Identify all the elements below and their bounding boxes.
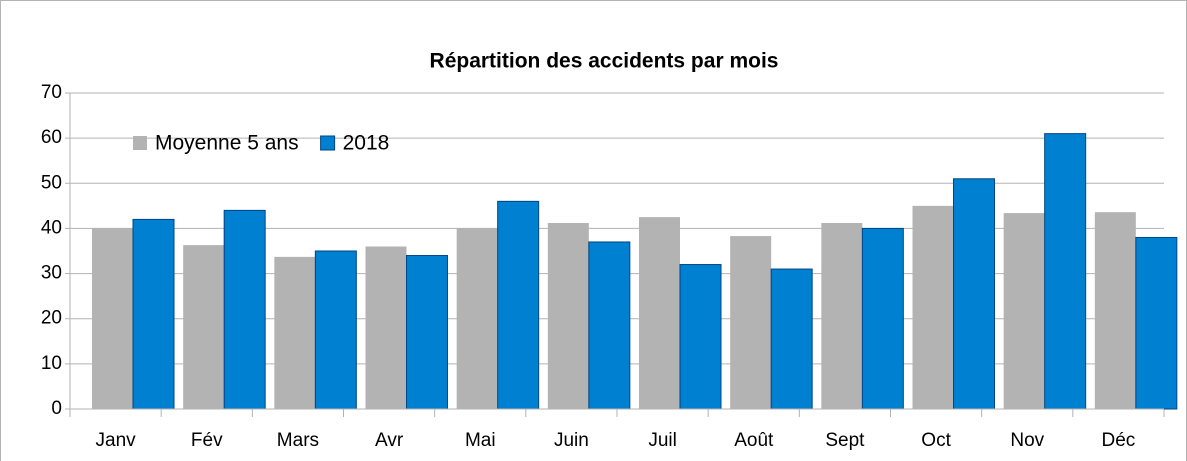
bar (821, 223, 863, 409)
bar (861, 227, 904, 410)
bar (912, 205, 954, 409)
bar (497, 200, 540, 410)
x-tick-label: Oct (921, 430, 951, 451)
bar (223, 209, 266, 410)
x-tick-label: Juin (554, 430, 589, 451)
x-tick-label: Août (734, 430, 774, 451)
bar (274, 256, 316, 409)
bar (953, 178, 995, 410)
bar (456, 228, 498, 409)
bar (639, 217, 680, 409)
bar (1044, 133, 1087, 410)
x-tick-label: Sept (825, 430, 865, 451)
y-tick-label: 0 (51, 398, 62, 419)
bar (1094, 212, 1136, 409)
bar (183, 245, 225, 409)
y-tick-label: 10 (41, 353, 62, 374)
y-tick-label: 20 (41, 308, 62, 329)
bar (547, 223, 589, 409)
bar (132, 218, 175, 410)
y-tick-label: 70 (41, 82, 62, 103)
x-tick-label: Mai (465, 430, 496, 451)
y-tick-label: 60 (41, 127, 62, 148)
bar (365, 246, 407, 409)
x-tick-label: Fév (191, 430, 223, 451)
bar (406, 255, 448, 410)
x-tick-label: Mars (277, 430, 319, 451)
y-tick-label: 30 (41, 263, 62, 284)
bar (588, 241, 631, 410)
x-tick-label: Juil (648, 430, 677, 451)
bar (730, 236, 772, 409)
bar (1135, 236, 1178, 410)
x-tick-label: Déc (1102, 430, 1136, 451)
legend-swatch (320, 135, 336, 151)
bar (314, 250, 357, 410)
legend-label: Moyenne 5 ans (155, 132, 299, 155)
x-tick-label: Nov (1010, 430, 1044, 451)
y-tick-label: 40 (41, 217, 62, 238)
bar (679, 264, 722, 410)
legend-swatch (133, 136, 147, 150)
chart-title: Répartition des accidents par mois (430, 50, 779, 73)
x-tick-label: Janv (96, 430, 137, 451)
bar (770, 268, 813, 410)
legend-label: 2018 (343, 132, 390, 155)
x-tick-label: Avr (375, 430, 404, 451)
bar (92, 228, 133, 409)
y-tick-label: 50 (41, 172, 62, 193)
bar (1003, 213, 1045, 409)
